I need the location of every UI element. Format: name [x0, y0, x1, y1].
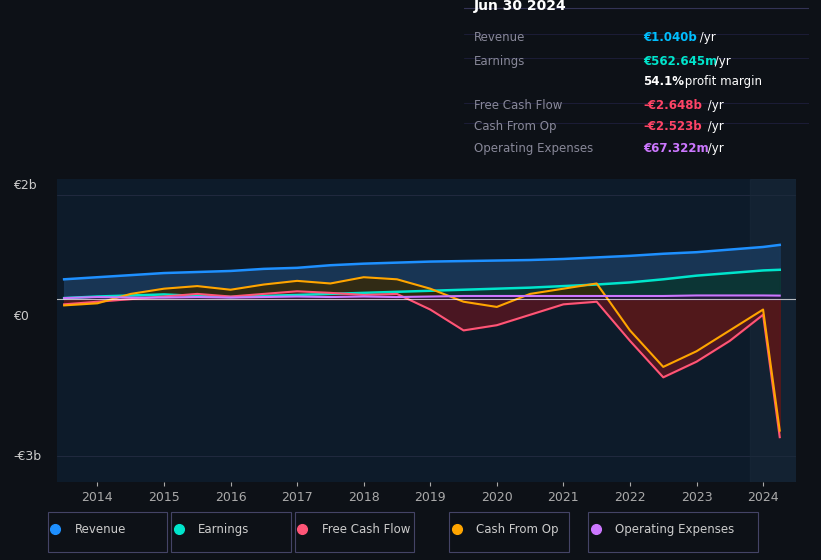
Text: /yr: /yr	[712, 55, 732, 68]
Text: -€3b: -€3b	[13, 450, 41, 464]
Text: Jun 30 2024: Jun 30 2024	[475, 0, 567, 13]
Text: €67.322m: €67.322m	[643, 142, 709, 156]
Text: €2b: €2b	[13, 179, 37, 192]
Text: /yr: /yr	[704, 120, 723, 133]
Text: Earnings: Earnings	[475, 55, 525, 68]
Text: Earnings: Earnings	[199, 522, 250, 536]
Bar	[750, 179, 796, 482]
Text: /yr: /yr	[704, 99, 723, 113]
Text: Revenue: Revenue	[475, 31, 525, 44]
Text: profit margin: profit margin	[681, 76, 762, 88]
Text: Cash From Op: Cash From Op	[476, 522, 558, 536]
Text: -€2.648b: -€2.648b	[643, 99, 702, 113]
Text: Cash From Op: Cash From Op	[475, 120, 557, 133]
Text: /yr: /yr	[696, 31, 716, 44]
Text: -€2.523b: -€2.523b	[643, 120, 702, 133]
Text: Free Cash Flow: Free Cash Flow	[475, 99, 562, 113]
Text: €1.040b: €1.040b	[643, 31, 697, 44]
Text: €562.645m: €562.645m	[643, 55, 718, 68]
Text: Free Cash Flow: Free Cash Flow	[322, 522, 410, 536]
Text: 54.1%: 54.1%	[643, 76, 684, 88]
Text: Operating Expenses: Operating Expenses	[475, 142, 594, 156]
Text: /yr: /yr	[704, 142, 723, 156]
Text: Revenue: Revenue	[75, 522, 126, 536]
Text: €0: €0	[13, 310, 29, 323]
Text: Operating Expenses: Operating Expenses	[615, 522, 734, 536]
